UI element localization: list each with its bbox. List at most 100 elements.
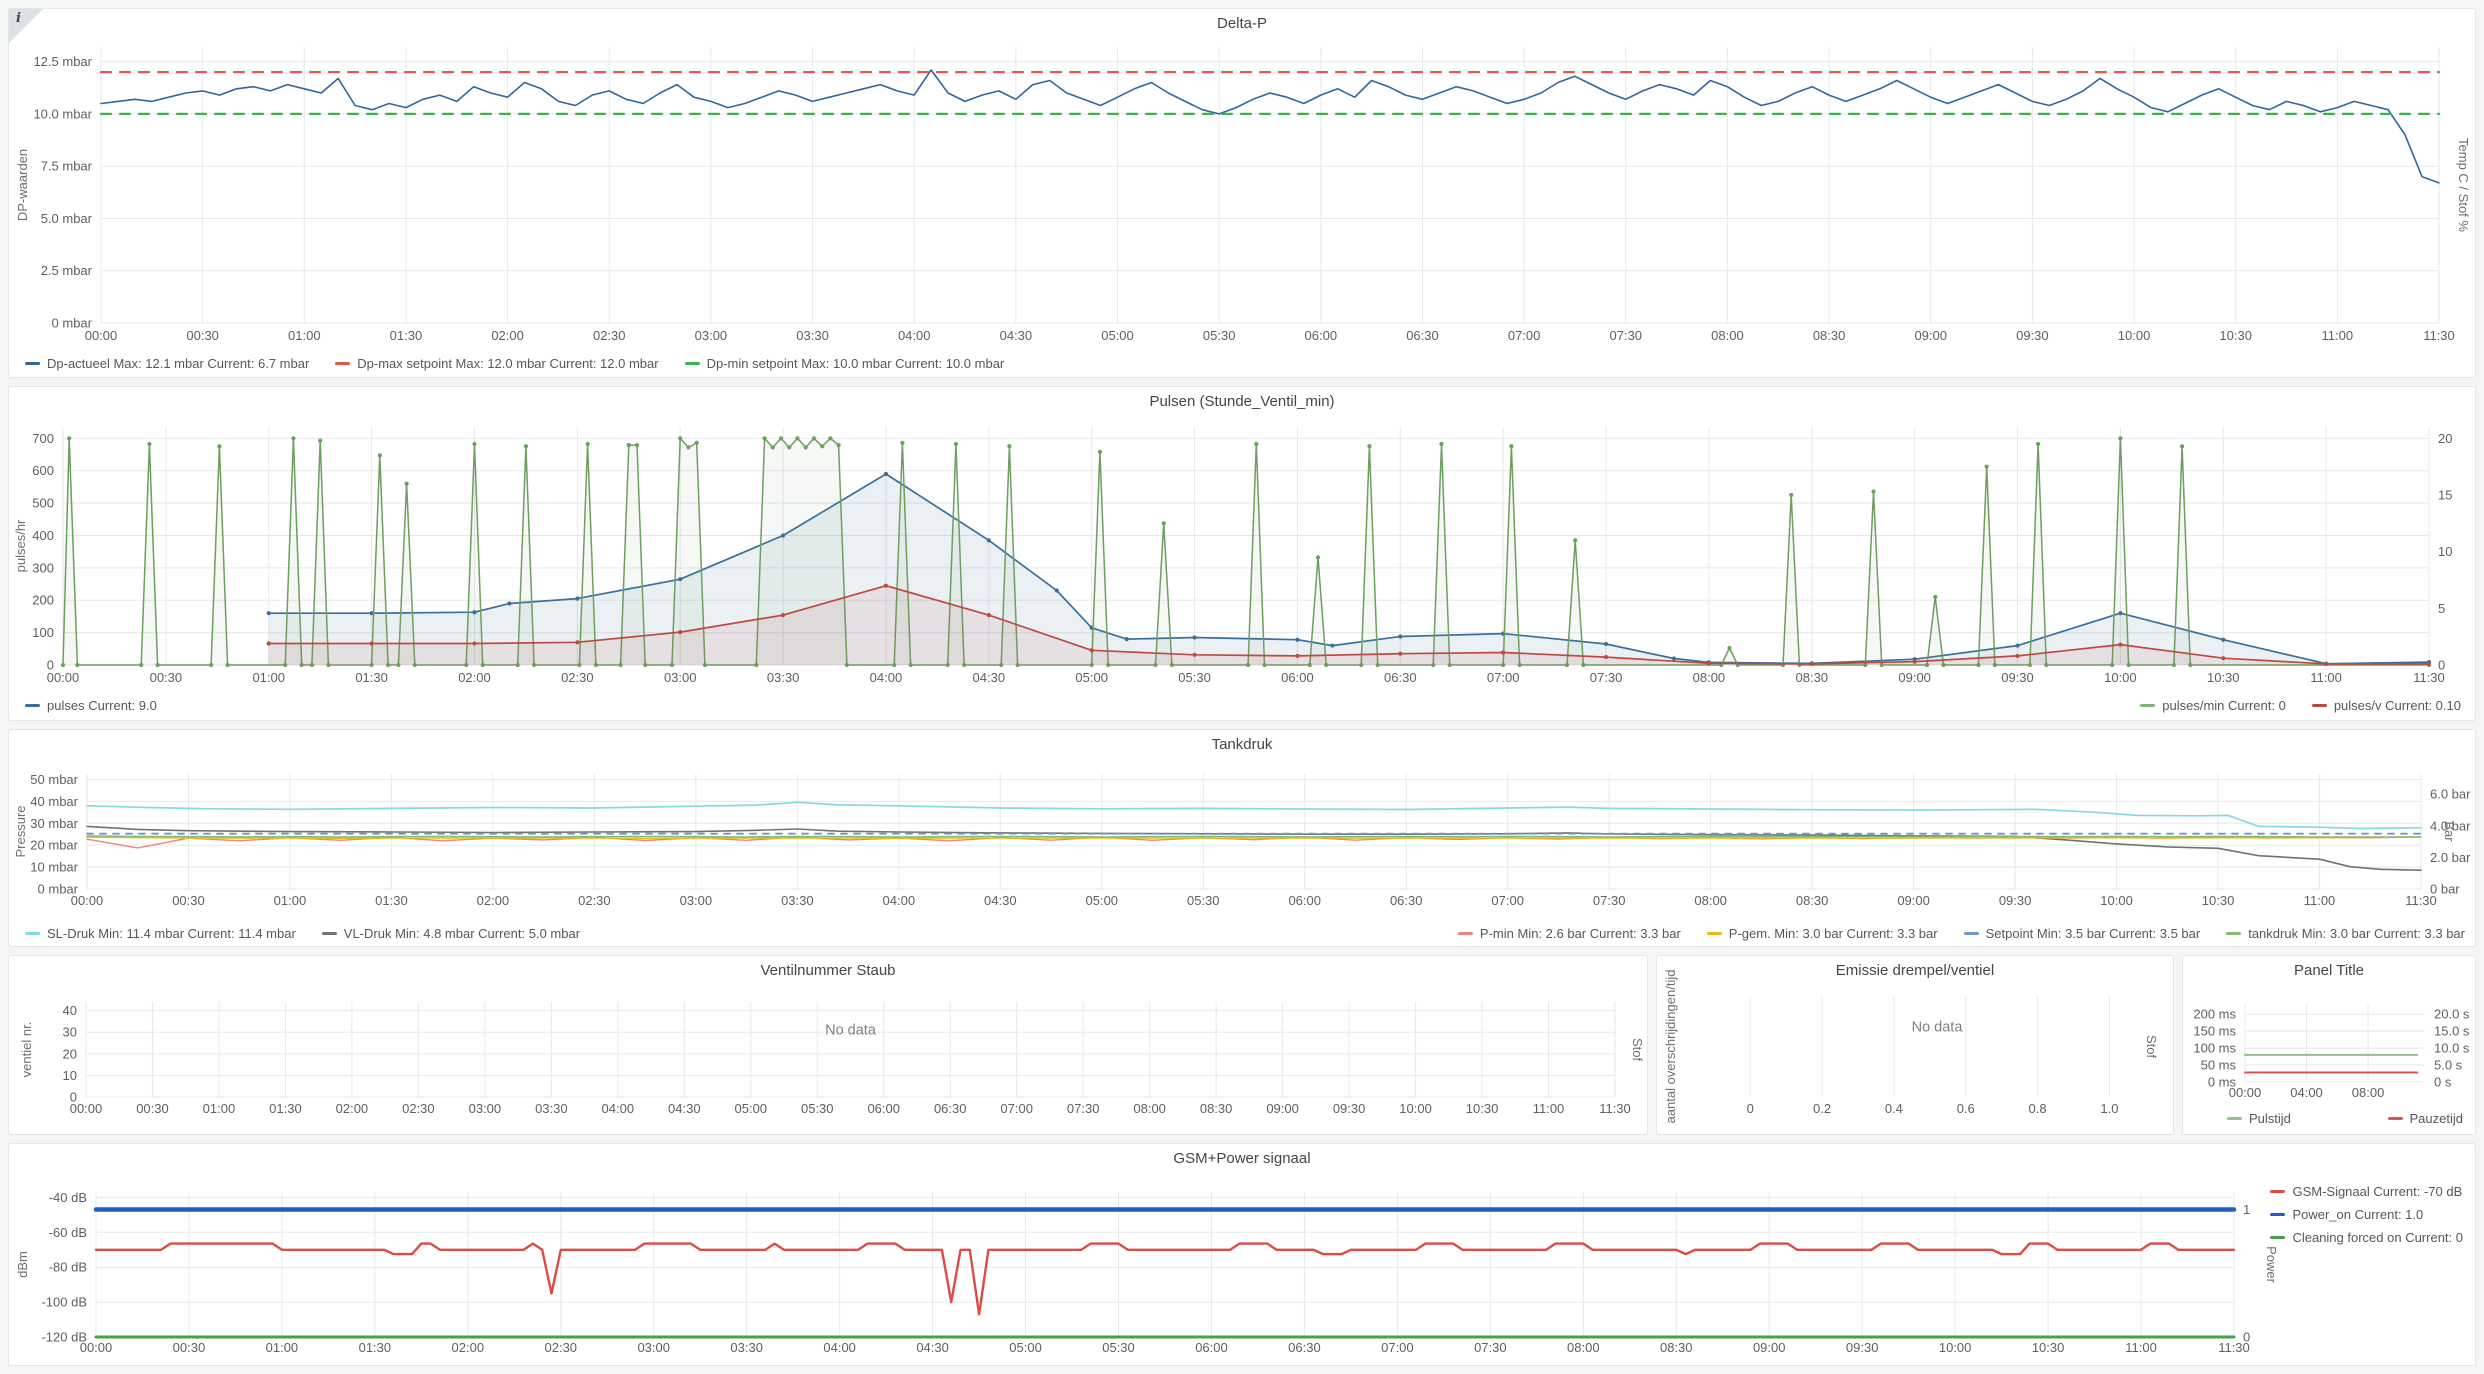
axis-tick-labels: -120 dB -100 dB -80 dB -60 dB -40 dB 0 1 00:00 0… bbox=[41, 1190, 2250, 1355]
svg-text:10:00: 10:00 bbox=[2104, 670, 2137, 685]
series-tankdruk[interactable] bbox=[86, 835, 2422, 838]
grid bbox=[86, 774, 2422, 890]
no-data-text: No data bbox=[825, 1023, 877, 1039]
legend-item-cleaning-forced-on[interactable]: Cleaning forced on Current: 0 bbox=[2270, 1230, 2463, 1245]
svg-text:08:00: 08:00 bbox=[1133, 1101, 1166, 1116]
svg-text:02:30: 02:30 bbox=[545, 1340, 578, 1355]
legend-color-dash bbox=[25, 932, 40, 935]
pulsen-svg: 0 100 200 300 400 500 600 700 0 5 10 15 20 00:00 00:30… bbox=[13, 427, 2452, 685]
series-Dp-actueel[interactable] bbox=[100, 69, 2440, 184]
svg-text:10:30: 10:30 bbox=[2207, 670, 2240, 685]
legend-item-pulses[interactable]: pulses Current: 9.0 bbox=[25, 698, 157, 713]
svg-text:10: 10 bbox=[63, 1068, 77, 1083]
legend-color-dash bbox=[335, 362, 351, 365]
legend-item-dp-max-setpoint[interactable]: Dp-max setpoint Max: 12.0 mbar Current: … bbox=[335, 356, 659, 371]
panel-title-chart[interactable]: 0 ms 50 ms 100 ms 150 ms 200 ms 0 s 5.0 s 10.0 … bbox=[2183, 956, 2475, 1134]
series-VL-Druk[interactable] bbox=[86, 825, 2422, 871]
y-axis-label: aantal overschrijdingen/tijd bbox=[1663, 970, 1678, 1124]
svg-text:08:30: 08:30 bbox=[1796, 893, 1829, 908]
svg-text:0 mbar: 0 mbar bbox=[52, 316, 93, 331]
axis-tick-labels: 0 10 20 30 40 00:00 00:30 01:00 01:30 02:00 02:30 0… bbox=[63, 1003, 1631, 1116]
legend-item-dp-actueel[interactable]: Dp-actueel Max: 12.1 mbar Current: 6.7 m… bbox=[25, 356, 309, 371]
panel-title[interactable]: Panel Title bbox=[2293, 962, 2365, 979]
axis-tick-labels: 0 ms 50 ms 100 ms 150 ms 200 ms 0 s 5.0 s 10.0 … bbox=[2193, 1007, 2470, 1100]
legend-item-dp-min-setpoint[interactable]: Dp-min setpoint Max: 10.0 mbar Current: … bbox=[684, 356, 1004, 371]
svg-text:08:30: 08:30 bbox=[1660, 1340, 1693, 1355]
legend-item-vl-druk[interactable]: VL-Druk Min: 4.8 mbar Current: 5.0 mbar bbox=[321, 926, 580, 941]
panel-title[interactable]: Pulsen (Stunde_Ventil_min) bbox=[1149, 393, 1335, 410]
info-icon: i bbox=[16, 11, 21, 26]
ventilnummer-svg: 0 10 20 30 40 00:00 00:30 01:00 01:30 02:00 02:30 0… bbox=[19, 1002, 1645, 1116]
series-GSM-Signaal[interactable] bbox=[94, 1242, 2236, 1316]
legend-group-right: P-min Min: 2.6 bar Current: 3.3 bar P-gem… bbox=[1457, 926, 2465, 941]
svg-text:11:00: 11:00 bbox=[2322, 328, 2354, 343]
svg-text:09:00: 09:00 bbox=[1898, 670, 1931, 685]
svg-text:07:00: 07:00 bbox=[1000, 1101, 1033, 1116]
svg-text:0 bar: 0 bar bbox=[2430, 882, 2460, 897]
svg-text:0 s: 0 s bbox=[2434, 1075, 2452, 1090]
legend-item-gsm-signaal[interactable]: GSM-Signaal Current: -70 dB bbox=[2270, 1184, 2462, 1199]
svg-text:0: 0 bbox=[1747, 1101, 1754, 1116]
svg-text:03:00: 03:00 bbox=[637, 1340, 670, 1355]
svg-text:02:00: 02:00 bbox=[452, 1340, 485, 1355]
emissie-chart[interactable]: 0 0.2 0.4 0.6 0.8 1.0 aantal overschrijdingen/… bbox=[1657, 956, 2173, 1134]
legend-label: pulses Current: 9.0 bbox=[47, 698, 157, 713]
svg-text:02:00: 02:00 bbox=[477, 893, 510, 908]
series-pulses/v[interactable] bbox=[266, 583, 2432, 666]
svg-text:40 mbar: 40 mbar bbox=[30, 794, 78, 809]
pulsen-chart[interactable]: 0 100 200 300 400 500 600 700 0 5 10 15 20 00:00 00:30… bbox=[9, 387, 2475, 720]
svg-text:200 ms: 200 ms bbox=[2193, 1007, 2236, 1022]
panel-title[interactable]: Ventilnummer Staub bbox=[760, 962, 896, 979]
legend-item-power-on[interactable]: Power_on Current: 1.0 bbox=[2270, 1207, 2423, 1222]
svg-text:06:30: 06:30 bbox=[934, 1101, 967, 1116]
delta-p-legend: Dp-actueel Max: 12.1 mbar Current: 6.7 m… bbox=[25, 356, 1004, 371]
series-pulses/min[interactable] bbox=[60, 436, 2432, 668]
legend-item-pauzetijd[interactable]: Pauzetijd bbox=[2387, 1111, 2463, 1126]
legend-item-tankdruk[interactable]: tankdruk Min: 3.0 bar Current: 3.3 bar bbox=[2226, 926, 2465, 941]
panel-title[interactable]: Tankdruk bbox=[1211, 736, 1273, 753]
panel-info-icon[interactable]: i bbox=[9, 9, 43, 43]
svg-text:-100 dB: -100 dB bbox=[41, 1295, 87, 1310]
tankdruk-legend: SL-Druk Min: 11.4 mbar Current: 11.4 mba… bbox=[25, 926, 2465, 941]
legend-label: Pulstijd bbox=[2249, 1111, 2291, 1126]
svg-text:10 mbar: 10 mbar bbox=[30, 860, 78, 875]
gsm-chart[interactable]: -120 dB -100 dB -80 dB -60 dB -40 dB 0 1 00:00 0… bbox=[9, 1144, 2475, 1365]
svg-text:08:00: 08:00 bbox=[1567, 1340, 1600, 1355]
svg-text:02:30: 02:30 bbox=[578, 893, 611, 908]
panel-title[interactable]: GSM+Power signaal bbox=[1173, 1150, 1311, 1167]
svg-text:0: 0 bbox=[47, 658, 54, 673]
legend-item-sl-druk[interactable]: SL-Druk Min: 11.4 mbar Current: 11.4 mba… bbox=[25, 926, 296, 941]
svg-text:02:30: 02:30 bbox=[561, 670, 594, 685]
legend-color-dash bbox=[2311, 704, 2327, 707]
svg-text:03:00: 03:00 bbox=[695, 328, 728, 343]
svg-text:12.5 mbar: 12.5 mbar bbox=[33, 54, 92, 69]
svg-text:05:00: 05:00 bbox=[1009, 1340, 1042, 1355]
series-SL-Druk[interactable] bbox=[86, 801, 2422, 830]
svg-text:08:00: 08:00 bbox=[1694, 893, 1727, 908]
legend-item-p-gem-[interactable]: P-gem. Min: 3.0 bar Current: 3.3 bar bbox=[1706, 926, 1938, 941]
svg-text:00:00: 00:00 bbox=[47, 670, 80, 685]
svg-text:11:00: 11:00 bbox=[2310, 670, 2342, 685]
tankdruk-chart[interactable]: 0 mbar 10 mbar 20 mbar 30 mbar 40 mbar 50 mba… bbox=[9, 730, 2475, 946]
legend-item-pulses-min[interactable]: pulses/min Current: 0 bbox=[2140, 698, 2286, 713]
svg-text:00:00: 00:00 bbox=[2229, 1085, 2262, 1100]
svg-text:06:00: 06:00 bbox=[1288, 893, 1321, 908]
svg-text:07:00: 07:00 bbox=[1508, 328, 1541, 343]
legend-item-pulstijd[interactable]: Pulstijd bbox=[2227, 1111, 2291, 1126]
panel-delta-p: i Delta-P 0 mbar 2.5 mbar 5.0 mbar 7.5 mbar… bbox=[8, 8, 2476, 378]
legend-item-pulses-v[interactable]: pulses/v Current: 0.10 bbox=[2311, 698, 2461, 713]
legend-color-dash bbox=[2227, 1117, 2242, 1120]
delta-p-chart[interactable]: 0 mbar 2.5 mbar 5.0 mbar 7.5 mbar 10.0 mbar 1… bbox=[9, 9, 2475, 377]
legend-item-p-min[interactable]: P-min Min: 2.6 bar Current: 3.3 bar bbox=[1457, 926, 1681, 941]
panel-pulsen: Pulsen (Stunde_Ventil_min) 0 100 200 300 400… bbox=[8, 386, 2476, 721]
series-P-gem.[interactable] bbox=[86, 836, 2422, 839]
panel-title[interactable]: Delta-P bbox=[1216, 15, 1268, 32]
svg-text:15: 15 bbox=[2438, 488, 2452, 503]
svg-text:10:30: 10:30 bbox=[2032, 1340, 2065, 1355]
panel-title[interactable]: Emissie drempel/ventiel bbox=[1835, 962, 1995, 979]
grid bbox=[100, 47, 2440, 324]
svg-text:08:30: 08:30 bbox=[1813, 328, 1846, 343]
ventilnummer-chart[interactable]: 0 10 20 30 40 00:00 00:30 01:00 01:30 02:00 02:30 0… bbox=[9, 956, 1647, 1134]
legend-item-setpoint[interactable]: Setpoint Min: 3.5 bar Current: 3.5 bar bbox=[1963, 926, 2200, 941]
